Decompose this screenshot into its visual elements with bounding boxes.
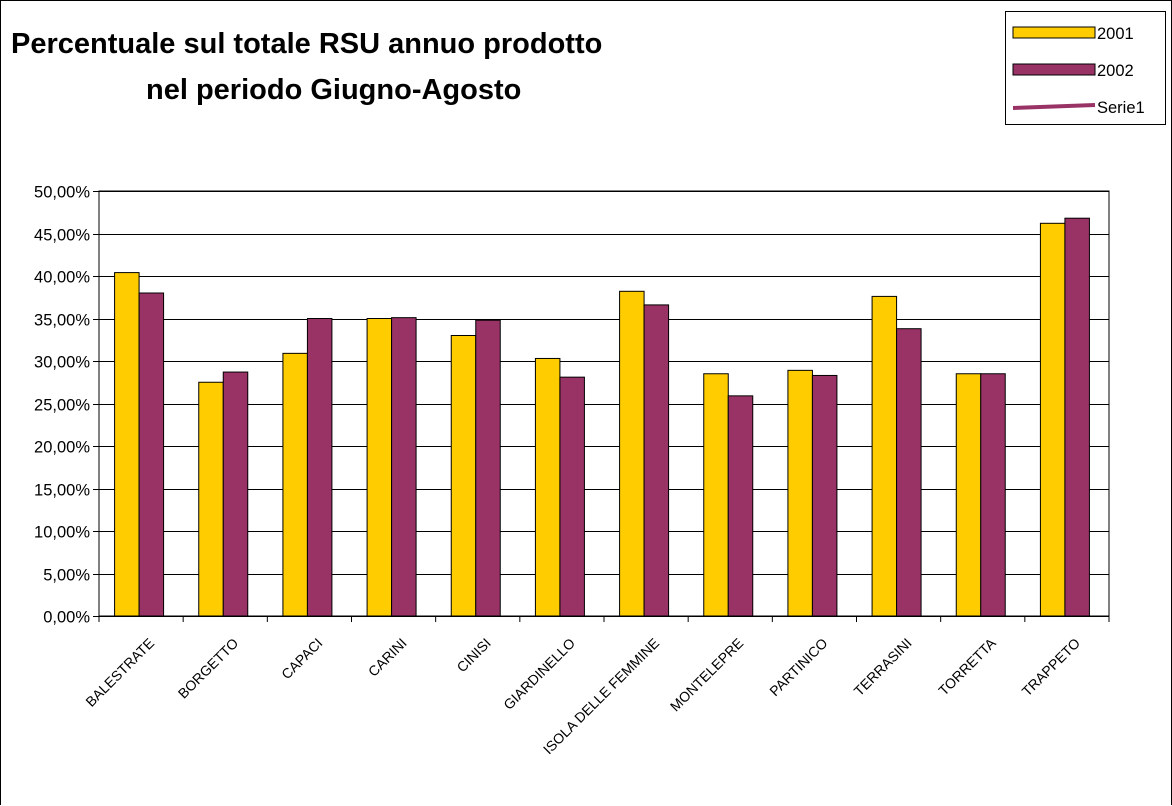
chart-title: Percentuale sul totale RSU annuo prodott… bbox=[11, 28, 602, 60]
y-tick-label: 0,00% bbox=[43, 609, 90, 627]
y-tick-label: 40,00% bbox=[34, 269, 90, 287]
bar-2002-borgetto bbox=[222, 371, 249, 617]
bar-2002-cinisi bbox=[475, 319, 501, 617]
legend-label: Serie1 bbox=[1097, 99, 1145, 117]
x-tick-label: CAPACI bbox=[278, 635, 325, 682]
legend-label: 2002 bbox=[1097, 62, 1134, 80]
bar-2001-isola-delle-femmine bbox=[619, 290, 645, 617]
bar-2001-trappeto bbox=[1039, 222, 1066, 617]
bars-layer bbox=[114, 217, 1090, 617]
y-tick-label: 5,00% bbox=[43, 567, 90, 585]
bar-2001-carini bbox=[366, 318, 393, 617]
x-tick-label: BORGETTO bbox=[175, 635, 242, 702]
x-tick-label: MONTELEPRE bbox=[667, 635, 747, 715]
legend-swatch-2001 bbox=[1012, 26, 1096, 39]
bar-2001-borgetto bbox=[198, 381, 224, 617]
x-tick-label: CINISI bbox=[453, 635, 493, 675]
bar-2002-terrasini bbox=[896, 328, 922, 617]
x-tick-label: PARTINICO bbox=[766, 635, 830, 699]
bar-2002-partinico bbox=[811, 374, 838, 617]
legend-swatch-2002 bbox=[1012, 63, 1096, 76]
legend-swatch-serie1 bbox=[1012, 103, 1096, 110]
bar-2001-capaci bbox=[282, 352, 308, 617]
bar-2001-giardinello bbox=[534, 357, 561, 617]
plot-area bbox=[98, 190, 1110, 617]
grid-layer bbox=[98, 190, 1110, 617]
bar-2002-trappeto bbox=[1064, 217, 1090, 617]
x-tick-label: TERRASINI bbox=[851, 635, 915, 699]
bar-2002-isola-delle-femmine bbox=[643, 304, 670, 617]
bar-2001-partinico bbox=[787, 369, 813, 617]
bar-2001-balestrate bbox=[114, 272, 140, 617]
bar-2001-cinisi bbox=[450, 335, 477, 617]
legend-label: 2001 bbox=[1097, 25, 1134, 43]
bar-2001-torretta bbox=[955, 373, 982, 617]
bar-2002-balestrate bbox=[138, 292, 165, 617]
x-tick-label: TORRETTA bbox=[935, 634, 999, 698]
y-tick-label: 30,00% bbox=[34, 354, 90, 372]
legend: 2001 2002 Serie1 bbox=[1005, 11, 1166, 125]
bar-2002-capaci bbox=[306, 318, 333, 617]
y-tick-label: 45,00% bbox=[34, 227, 90, 245]
y-tick-label: 25,00% bbox=[34, 397, 90, 415]
y-tick-label: 10,00% bbox=[34, 524, 90, 542]
bar-2002-torretta bbox=[980, 373, 1006, 617]
x-tick-label: BALESTRATE bbox=[82, 635, 157, 710]
bar-2002-montelepre bbox=[727, 395, 754, 617]
x-tick-label: GIARDINELLO bbox=[500, 635, 578, 713]
bar-2002-giardinello bbox=[559, 376, 585, 617]
chart-subtitle: nel periodo Giugno-Agosto bbox=[146, 74, 521, 106]
bar-2001-montelepre bbox=[703, 373, 729, 617]
y-tick-label: 50,00% bbox=[34, 184, 90, 202]
x-tick-label: TRAPPETO bbox=[1019, 635, 1084, 700]
bar-2001-terrasini bbox=[871, 295, 898, 617]
x-tick-label: CARINI bbox=[365, 635, 410, 680]
bar-2002-carini bbox=[391, 317, 417, 617]
y-tick-label: 15,00% bbox=[34, 482, 90, 500]
y-tick-label: 20,00% bbox=[34, 439, 90, 457]
y-tick-label: 35,00% bbox=[34, 312, 90, 330]
